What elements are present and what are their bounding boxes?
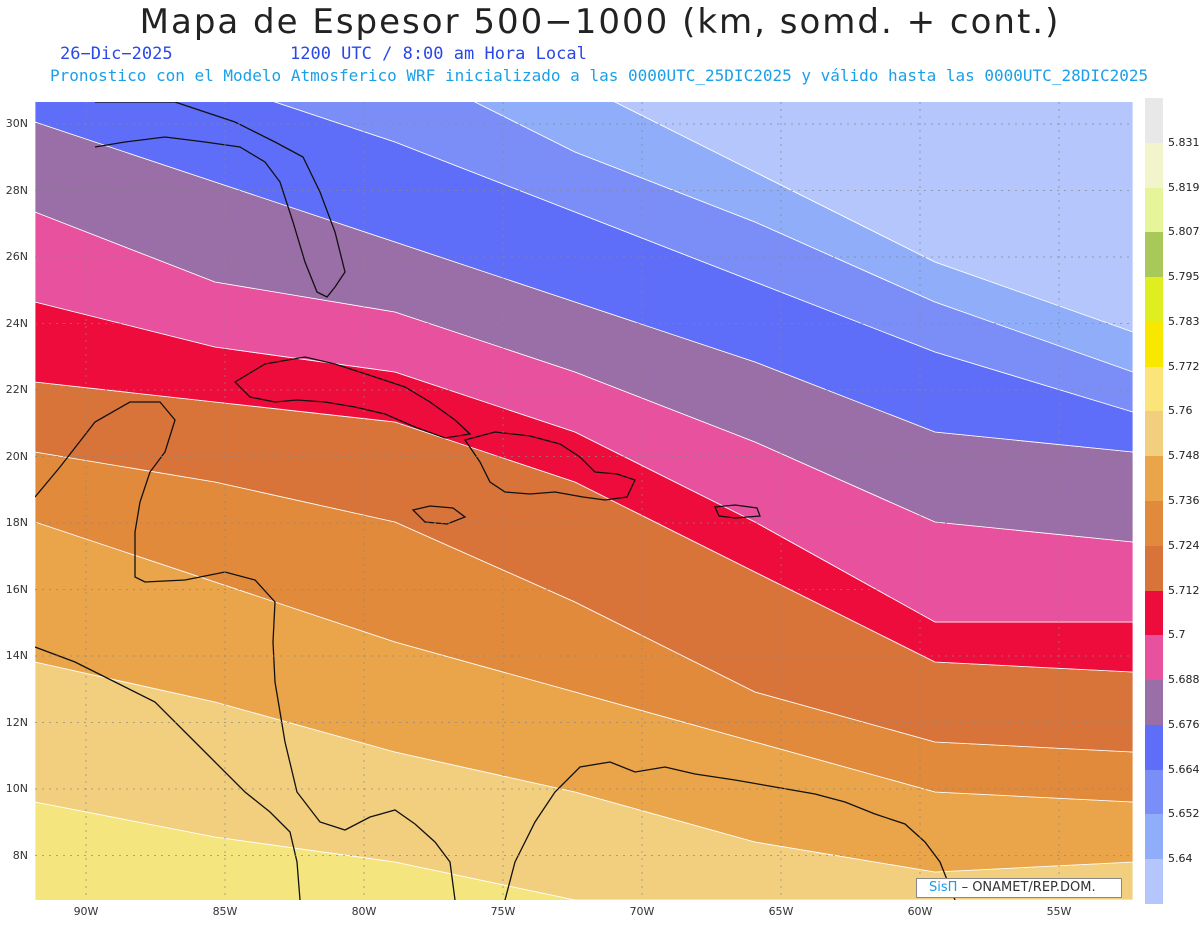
- credit-badge: SisΠ – ONAMET/REP.DOM.: [916, 878, 1122, 898]
- sispi-logo-text: SisΠ: [929, 880, 958, 895]
- thickness-bands: [35, 102, 1133, 900]
- thickness-map: [35, 102, 1133, 900]
- colorbar-label: 5.736: [1168, 494, 1200, 507]
- coast-south-america: [504, 761, 956, 900]
- latitude-label: 16N: [5, 582, 28, 596]
- colorbar-label: 5.831: [1168, 135, 1200, 149]
- colorbar-step: [1145, 411, 1163, 457]
- coast-cuba: [233, 356, 472, 439]
- longitude-label: 75W: [490, 905, 516, 918]
- coast-central-america: [35, 401, 456, 900]
- colorbar-step: [1145, 501, 1163, 547]
- latitude-label: 12N: [5, 715, 28, 729]
- colorbar-step: [1145, 456, 1163, 502]
- map-canvas: [35, 102, 1133, 900]
- coast-hispaniola: [463, 431, 636, 501]
- colorbar-label: 5.7: [1168, 628, 1186, 642]
- colorbar-step: [1145, 724, 1163, 771]
- colorbar-label: 5.676: [1168, 717, 1200, 731]
- latitude-label: 24N: [5, 316, 28, 330]
- map-title: Mapa de Espesor 500−1000 (km, somd. + co…: [139, 2, 1061, 42]
- colorbar: [1145, 98, 1163, 905]
- thickness-band: [273, 102, 1133, 413]
- colorbar-step: [1145, 814, 1163, 860]
- colorbar-step: [1145, 635, 1163, 681]
- latitude-label: 8N: [12, 848, 28, 862]
- colorbar-label: 5.783: [1168, 314, 1200, 328]
- coast-pacific: [35, 646, 301, 900]
- colorbar-step: [1145, 680, 1163, 726]
- colorbar-label: 5.652: [1168, 807, 1200, 821]
- colorbar-label: 5.712: [1168, 583, 1200, 597]
- latitude-label: 28N: [5, 183, 28, 197]
- thickness-band: [474, 102, 1133, 373]
- colorbar-step: [1145, 187, 1163, 233]
- coast-puerto-rico: [714, 504, 761, 519]
- longitude-label: 65W: [768, 905, 794, 918]
- colorbar-step: [1145, 142, 1163, 189]
- forecast-date: 26−Dic−2025: [60, 44, 173, 64]
- latitude-label: 22N: [5, 383, 28, 396]
- colorbar-label: 5.819: [1168, 180, 1200, 194]
- longitude-label: 55W: [1046, 905, 1072, 918]
- colorbar-label: 5.724: [1168, 538, 1200, 552]
- colorbar-step: [1145, 366, 1163, 412]
- colorbar-step: [1145, 277, 1163, 323]
- longitude-label: 85W: [212, 905, 238, 918]
- coastlines: [35, 102, 956, 900]
- colorbar-step: [1145, 590, 1163, 636]
- lat-lon-grid: [35, 102, 1133, 900]
- forecast-time: 1200 UTC / 8:00 am Hora Local: [290, 44, 587, 64]
- colorbar-label: 5.688: [1168, 673, 1200, 687]
- colorbar-label: 5.795: [1168, 270, 1200, 284]
- colorbar-label: 5.807: [1168, 225, 1200, 239]
- colorbar-label: 5.772: [1168, 359, 1200, 373]
- latitude-label: 20N: [5, 449, 28, 463]
- colorbar-step: [1145, 98, 1163, 144]
- thickness-band: [614, 102, 1133, 333]
- coast-jamaica: [411, 505, 467, 525]
- colorbar-label: 5.664: [1168, 762, 1200, 776]
- latitude-label: 14N: [5, 649, 28, 662]
- colorbar-step: [1145, 232, 1163, 278]
- longitude-label: 80W: [351, 905, 377, 918]
- colorbar-label: 5.748: [1168, 449, 1200, 463]
- colorbar-step: [1145, 545, 1163, 592]
- coast-florida: [94, 102, 346, 298]
- colorbar-step: [1145, 859, 1163, 905]
- latitude-label: 10N: [5, 782, 28, 795]
- longitude-label: 90W: [73, 905, 99, 918]
- latitude-label: 30N: [5, 117, 28, 130]
- colorbar-step: [1145, 769, 1163, 815]
- longitude-label: 60W: [907, 905, 933, 918]
- colorbar-label: 5.64: [1168, 852, 1193, 866]
- latitude-label: 26N: [5, 250, 28, 263]
- model-description: Pronostico con el Modelo Atmosferico WRF…: [50, 66, 1149, 85]
- onamet-credit: – ONAMET/REP.DOM.: [961, 880, 1096, 895]
- latitude-label: 18N: [5, 516, 28, 529]
- longitude-label: 70W: [629, 905, 655, 918]
- colorbar-step: [1145, 321, 1163, 368]
- colorbar-label: 5.76: [1168, 404, 1193, 418]
